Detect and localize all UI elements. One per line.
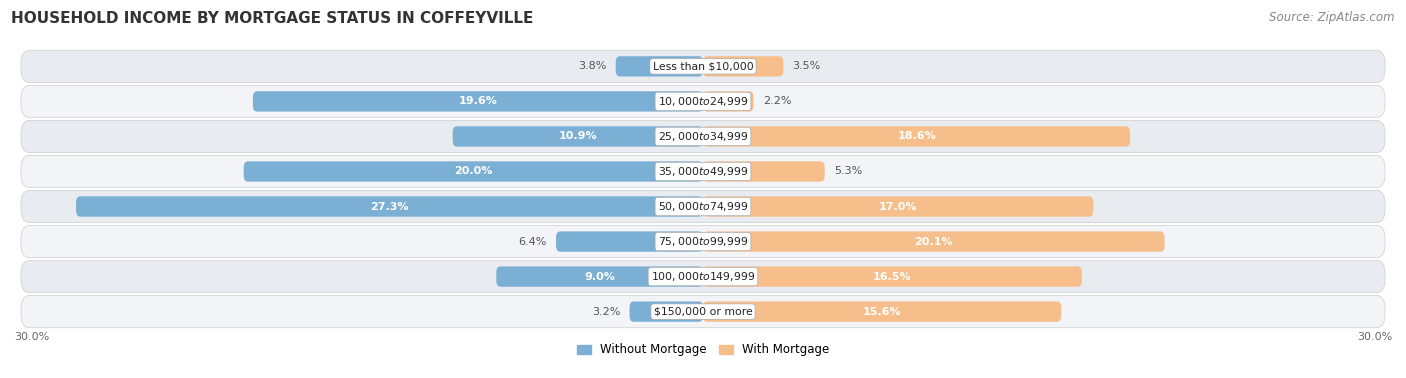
Text: $100,000 to $149,999: $100,000 to $149,999 [651,270,755,283]
Text: 19.6%: 19.6% [458,96,498,107]
Text: 20.0%: 20.0% [454,166,492,177]
Text: 16.5%: 16.5% [873,271,911,282]
FancyBboxPatch shape [703,56,783,76]
FancyBboxPatch shape [616,56,703,76]
FancyBboxPatch shape [703,302,1062,322]
Text: $35,000 to $49,999: $35,000 to $49,999 [658,165,748,178]
FancyBboxPatch shape [76,196,703,217]
FancyBboxPatch shape [21,260,1385,293]
FancyBboxPatch shape [555,231,703,252]
Legend: Without Mortgage, With Mortgage: Without Mortgage, With Mortgage [572,339,834,361]
FancyBboxPatch shape [243,161,703,182]
FancyBboxPatch shape [630,302,703,322]
Text: Source: ZipAtlas.com: Source: ZipAtlas.com [1270,11,1395,24]
Text: 17.0%: 17.0% [879,201,918,212]
FancyBboxPatch shape [21,155,1385,187]
FancyBboxPatch shape [21,85,1385,118]
FancyBboxPatch shape [703,231,1164,252]
FancyBboxPatch shape [703,196,1094,217]
Text: 30.0%: 30.0% [14,332,49,342]
Text: $10,000 to $24,999: $10,000 to $24,999 [658,95,748,108]
FancyBboxPatch shape [703,91,754,112]
Text: Less than $10,000: Less than $10,000 [652,61,754,71]
FancyBboxPatch shape [21,191,1385,223]
Text: 30.0%: 30.0% [1357,332,1392,342]
Text: 9.0%: 9.0% [585,271,614,282]
Text: 3.2%: 3.2% [592,307,620,317]
Text: 15.6%: 15.6% [863,307,901,317]
Text: $150,000 or more: $150,000 or more [654,307,752,317]
Text: 3.8%: 3.8% [578,61,606,71]
Text: 3.5%: 3.5% [793,61,821,71]
Text: 18.6%: 18.6% [897,132,936,141]
FancyBboxPatch shape [253,91,703,112]
Text: 20.1%: 20.1% [914,237,953,246]
Text: $75,000 to $99,999: $75,000 to $99,999 [658,235,748,248]
Text: 10.9%: 10.9% [558,132,598,141]
FancyBboxPatch shape [21,120,1385,153]
Text: 2.2%: 2.2% [762,96,792,107]
FancyBboxPatch shape [703,126,1130,147]
FancyBboxPatch shape [703,161,825,182]
Text: $50,000 to $74,999: $50,000 to $74,999 [658,200,748,213]
FancyBboxPatch shape [21,296,1385,328]
Text: HOUSEHOLD INCOME BY MORTGAGE STATUS IN COFFEYVILLE: HOUSEHOLD INCOME BY MORTGAGE STATUS IN C… [11,11,534,26]
FancyBboxPatch shape [703,266,1083,287]
Text: 5.3%: 5.3% [834,166,862,177]
FancyBboxPatch shape [496,266,703,287]
Text: 6.4%: 6.4% [519,237,547,246]
Text: $25,000 to $34,999: $25,000 to $34,999 [658,130,748,143]
FancyBboxPatch shape [453,126,703,147]
FancyBboxPatch shape [21,225,1385,258]
Text: 27.3%: 27.3% [370,201,409,212]
FancyBboxPatch shape [21,50,1385,82]
